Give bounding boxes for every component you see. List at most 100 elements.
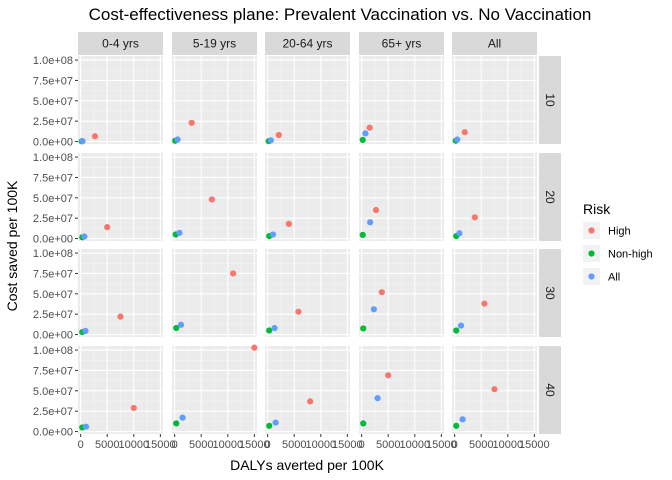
row-strip-label: 40 <box>543 383 557 397</box>
data-point-all <box>179 414 186 421</box>
column-strip <box>172 32 257 55</box>
row-strip-label: 20 <box>543 190 557 204</box>
legend-label: Non-high <box>608 249 653 261</box>
y-tick-label: 2.5e+07 <box>33 116 73 128</box>
data-point-all <box>459 416 466 423</box>
y-tick-label: 1.0e+08 <box>33 345 73 357</box>
data-point-all <box>457 322 465 329</box>
data-point-all <box>374 395 381 402</box>
column-strip-label: 0-4 yrs <box>102 37 139 51</box>
column-strip <box>359 32 444 55</box>
x-tick-label: 5000 <box>189 439 213 451</box>
facet-panel <box>265 249 350 337</box>
column-strip <box>78 32 163 55</box>
x-tick-label: 10000 <box>492 439 523 451</box>
column-strip-label: 65+ yrs <box>382 37 422 51</box>
y-tick-label: 5.0e+07 <box>33 289 73 301</box>
data-point-all <box>79 138 86 145</box>
y-tick-label: 0.0e+00 <box>33 427 73 439</box>
data-point-all <box>362 130 369 137</box>
x-tick-label: 5000 <box>376 439 400 451</box>
data-point-high <box>471 214 478 221</box>
facet-panel <box>78 56 163 144</box>
row-strip-label: 10 <box>543 93 557 107</box>
row-strip <box>539 346 561 434</box>
data-point-all <box>269 231 277 238</box>
y-tick-label: 1.0e+08 <box>33 152 73 164</box>
data-point-high <box>366 124 373 131</box>
data-point-high <box>188 119 195 126</box>
x-tick-label: 15000 <box>519 439 550 451</box>
data-point-all <box>367 219 374 226</box>
facet-panel <box>359 249 444 337</box>
x-tick-label: 10000 <box>305 439 336 451</box>
facet-panel <box>172 153 257 241</box>
data-point-non-high <box>173 324 180 332</box>
data-point-non-high <box>359 231 366 238</box>
facet-panel <box>172 346 257 434</box>
data-point-non-high <box>359 136 366 144</box>
x-tick-label: 0 <box>359 439 365 451</box>
facet-panel <box>78 153 163 241</box>
x-tick-label: 10000 <box>118 439 149 451</box>
x-tick-label: 10000 <box>212 439 243 451</box>
y-tick-label: 1.0e+08 <box>33 248 73 260</box>
column-strip <box>265 32 350 55</box>
legend: Risk High Non-high All <box>583 201 653 285</box>
facet-panel <box>265 56 350 144</box>
y-tick-label: 7.5e+07 <box>33 172 73 184</box>
data-point-non-high <box>360 325 367 332</box>
data-point-non-high <box>360 420 367 427</box>
data-point-non-high <box>453 327 460 334</box>
legend-title: Risk <box>583 201 611 217</box>
data-point-high <box>491 386 498 393</box>
x-tick-label: 10000 <box>399 439 430 451</box>
legend-label: All <box>608 272 620 284</box>
facet-panel <box>78 249 163 337</box>
y-tick-label: 5.0e+07 <box>33 386 73 398</box>
facet-panel <box>359 153 444 241</box>
data-point-non-high <box>266 422 273 429</box>
data-point-non-high <box>266 327 273 334</box>
x-tick-label: 0 <box>172 439 178 451</box>
y-tick-label: 5.0e+07 <box>33 193 73 205</box>
column-strip-label: 20-64 yrs <box>282 37 332 51</box>
data-point-all <box>82 423 90 430</box>
facet-panel <box>78 346 163 434</box>
facet-panel <box>265 153 350 241</box>
data-point-high <box>285 220 293 227</box>
data-point-high <box>385 372 392 379</box>
x-tick-label: 5000 <box>95 439 119 451</box>
row-strip <box>539 249 561 337</box>
y-tick-label: 7.5e+07 <box>33 365 73 377</box>
x-tick-label: 5000 <box>469 439 493 451</box>
data-points <box>78 119 498 431</box>
facet-panels <box>78 56 537 434</box>
x-tick-label: 15000 <box>426 439 457 451</box>
x-tick-label: 0 <box>265 439 271 451</box>
data-point-all <box>81 233 88 240</box>
x-tick-label: 15000 <box>332 439 363 451</box>
y-tick-label: 2.5e+07 <box>33 213 73 225</box>
data-point-non-high <box>453 422 460 429</box>
data-point-all <box>177 321 185 328</box>
data-point-high <box>91 133 99 140</box>
data-point-all <box>370 306 377 313</box>
row-strip <box>539 56 561 144</box>
y-tick-label: 0.0e+00 <box>33 137 73 149</box>
facet-panel <box>172 56 257 144</box>
facet-panel <box>452 153 537 241</box>
y-tick-label: 5.0e+07 <box>33 96 73 108</box>
data-point-high <box>275 131 282 139</box>
data-point-high <box>461 129 468 136</box>
data-point-high <box>378 289 385 296</box>
legend-key-point <box>588 273 595 280</box>
legend-key-point <box>588 250 595 257</box>
facet-panel <box>172 249 257 337</box>
x-axis-label: DALYs averted per 100K <box>230 457 384 473</box>
facet-panel <box>359 346 444 434</box>
data-point-all <box>456 230 463 237</box>
column-strip-label: 5-19 yrs <box>193 37 236 51</box>
data-point-all <box>271 324 278 332</box>
